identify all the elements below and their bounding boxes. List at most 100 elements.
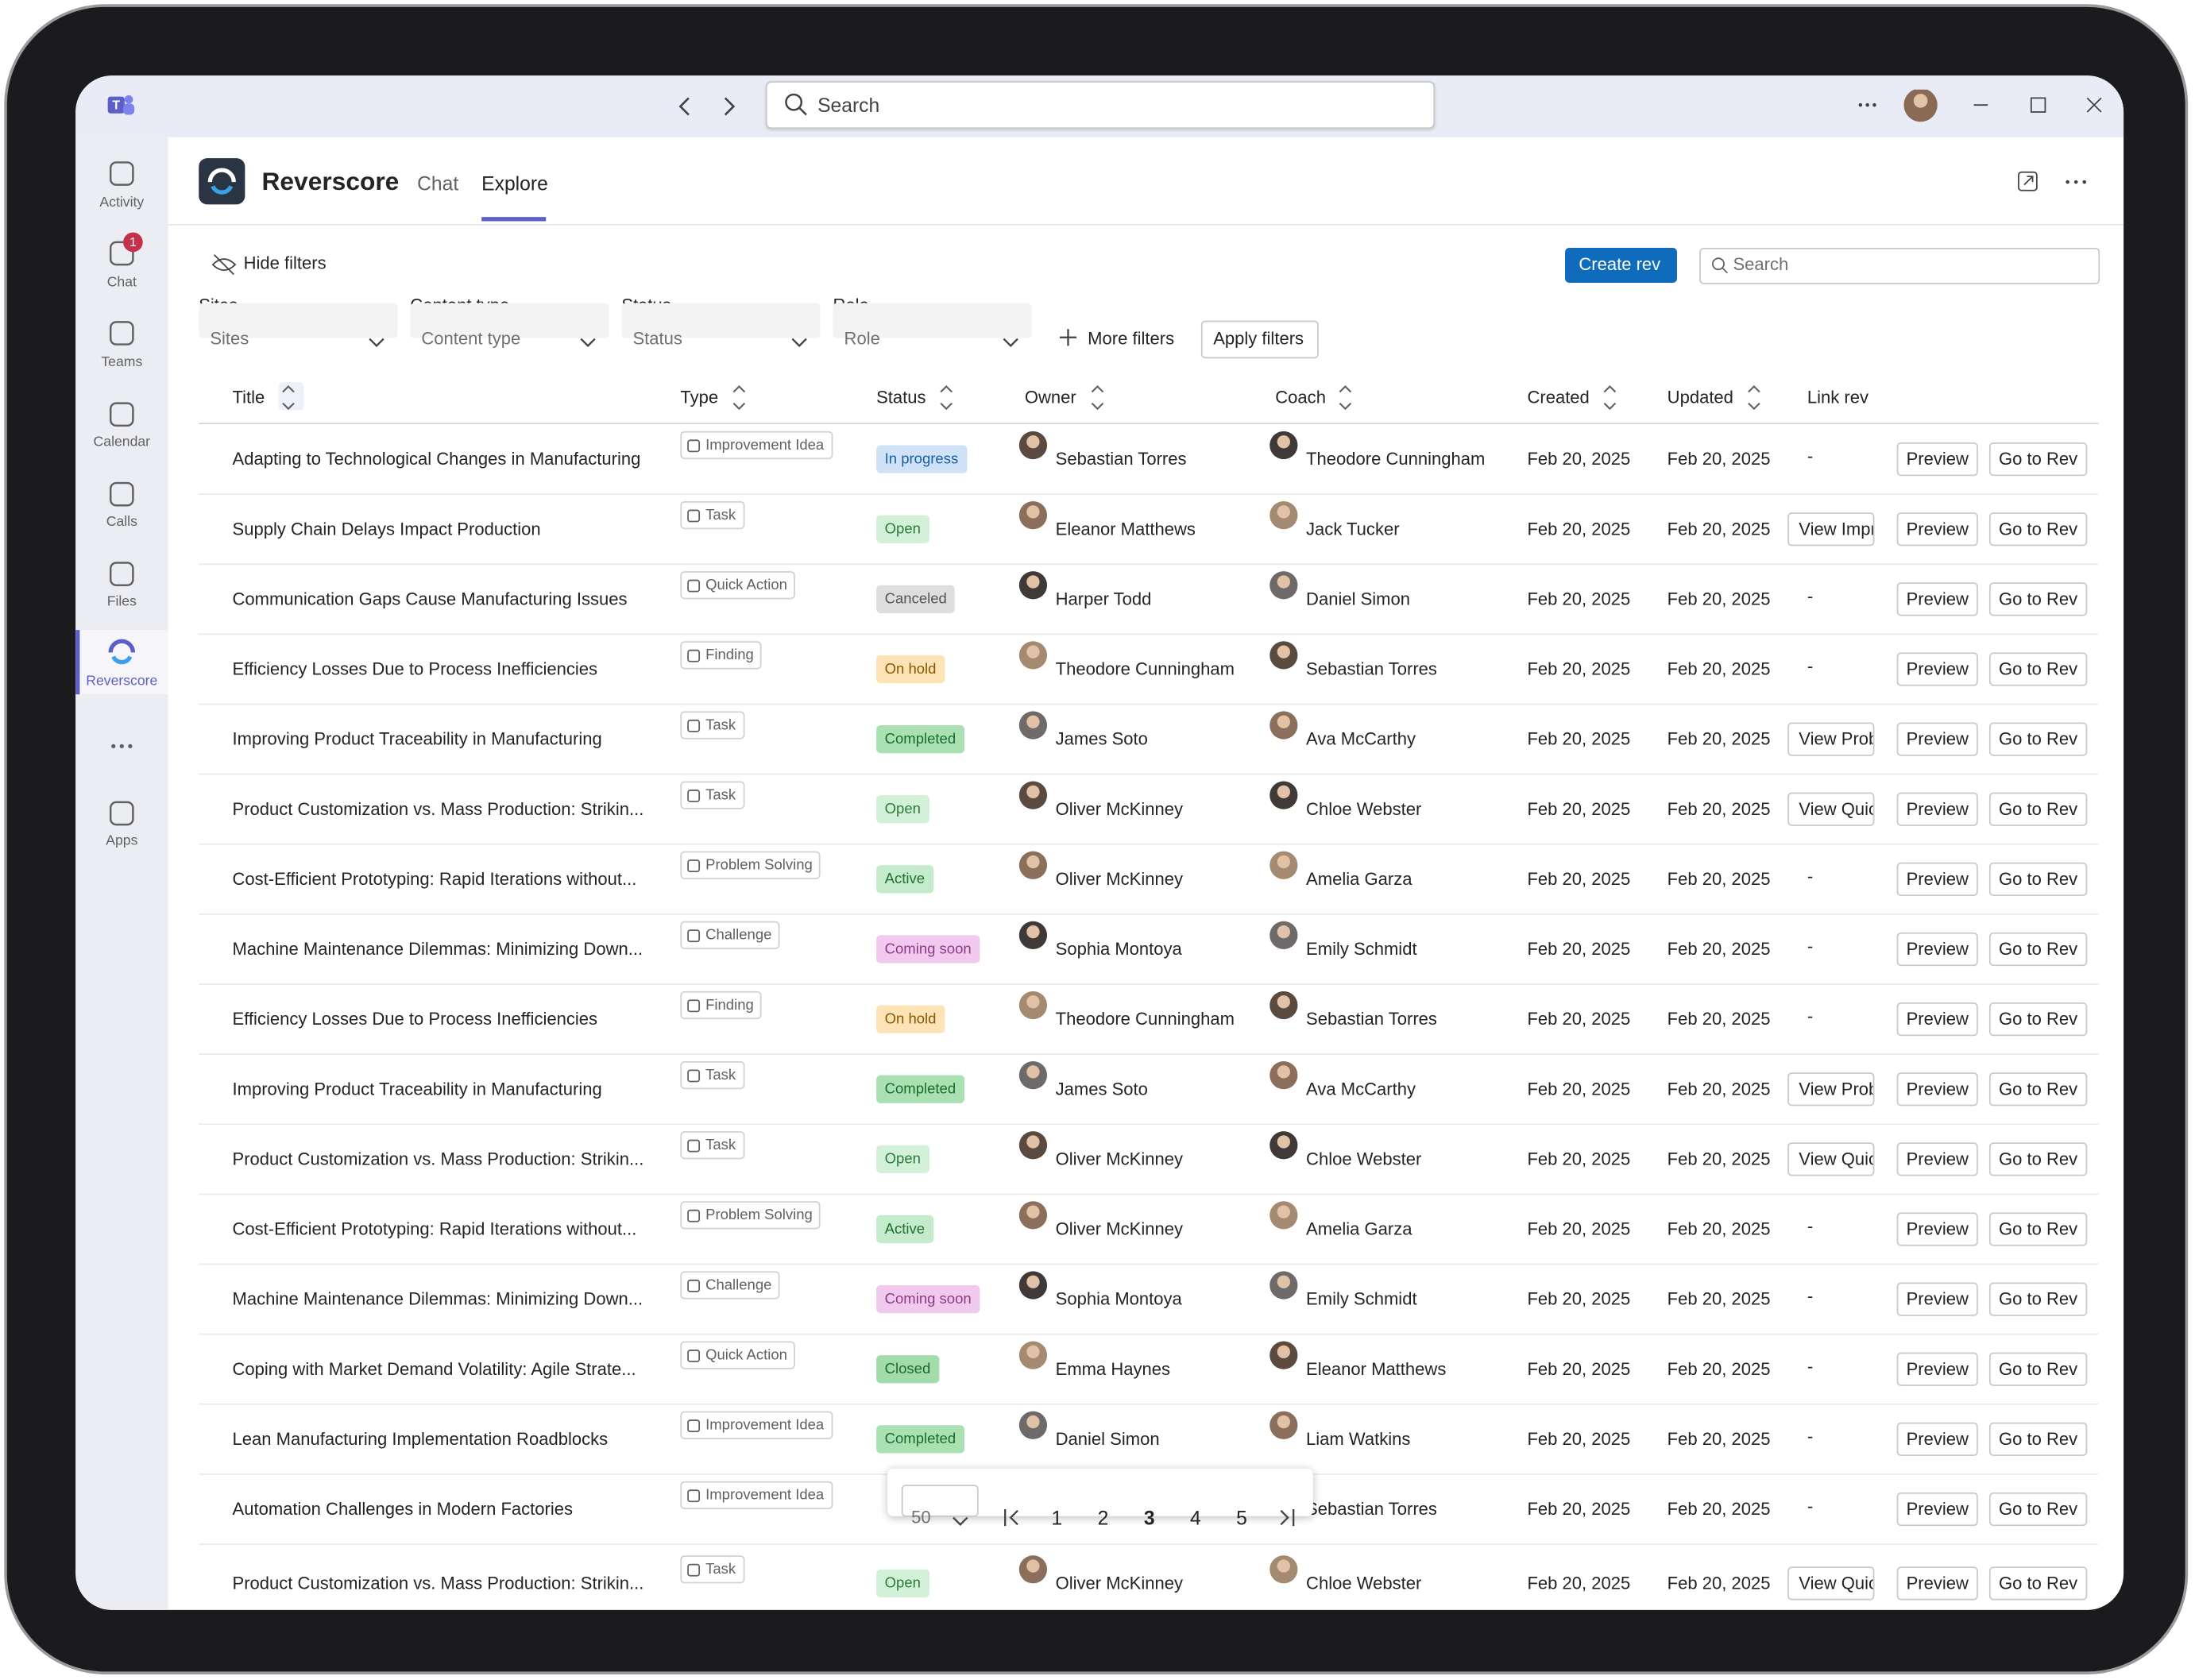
chevron [952, 1511, 968, 1536]
go-to-rev-button[interactable]: Go to Rev [1988, 1352, 2088, 1386]
app-header-icons[interactable] [2015, 168, 2099, 196]
type-tag: Finding [680, 641, 763, 670]
preview-button[interactable]: Preview [1896, 582, 1978, 616]
preview-button[interactable]: Preview [1896, 932, 1978, 967]
sidebar-label[interactable]: Reverscore [86, 674, 158, 690]
go-to-rev-button[interactable]: Go to Rev [1988, 1212, 2088, 1246]
sidebar-label[interactable]: Activity [99, 195, 145, 211]
preview-button[interactable]: Preview [1896, 1352, 1978, 1386]
global-search[interactable] [765, 81, 1436, 129]
window-controls[interactable] [1853, 89, 2105, 126]
preview-button[interactable]: Preview [1896, 1212, 1978, 1246]
preview-button[interactable]: Preview [1896, 1002, 1978, 1037]
status-badge: Completed [876, 1425, 964, 1454]
sidebar-label[interactable]: Calls [106, 514, 137, 531]
go-to-rev-button[interactable]: Go to Rev [1988, 932, 2088, 967]
cell-coach: Emily Schmidt [1306, 939, 1417, 960]
preview-button[interactable]: Preview [1896, 652, 1978, 686]
type-icon [687, 578, 701, 592]
create-rev-label[interactable]: Create rev [1579, 254, 1661, 275]
sidebar-label[interactable]: Teams [101, 354, 143, 371]
sidebar-label[interactable]: Apps [106, 833, 138, 849]
tab[interactable]: Explore [481, 172, 548, 195]
go-to-rev-button[interactable]: Go to Rev [1988, 1002, 2088, 1037]
column-header[interactable]: Created [1527, 388, 1590, 407]
column-header[interactable]: Title [232, 388, 265, 407]
column-header[interactable]: Status [876, 388, 926, 407]
preview-button[interactable]: Preview [1896, 1492, 1978, 1527]
link-rev-button[interactable]: View Impr [1787, 512, 1875, 546]
cell-updated: Feb 20, 2025 [1667, 449, 1771, 469]
more-filters[interactable]: More filters [1088, 329, 1175, 349]
sidebar-label[interactable]: Calendar [93, 434, 151, 450]
preview-button[interactable]: Preview [1896, 1422, 1978, 1456]
page-number[interactable]: 1 [1051, 1506, 1063, 1529]
go-to-rev-button[interactable]: Go to Rev [1988, 1422, 2088, 1456]
tab[interactable]: Chat [417, 172, 459, 195]
go-to-rev-button[interactable]: Go to Rev [1988, 1492, 2088, 1527]
go-to-rev-button[interactable]: Go to Rev [1988, 862, 2088, 896]
preview-button[interactable]: Preview [1896, 1566, 1978, 1601]
preview-button[interactable]: Preview [1896, 862, 1978, 896]
cell-title: Efficiency Losses Due to Process Ineffic… [232, 1009, 598, 1029]
sidebar-label[interactable]: Chat [106, 275, 137, 291]
page-number[interactable]: 3 [1143, 1506, 1155, 1529]
column-header[interactable]: Owner [1024, 388, 1076, 407]
table-search[interactable] [1699, 247, 2100, 284]
go-to-rev-button[interactable]: Go to Rev [1988, 1566, 2088, 1601]
filter-dropdown[interactable] [410, 303, 609, 338]
filter-dropdown[interactable] [621, 303, 821, 338]
go-to-rev-button[interactable]: Go to Rev [1988, 792, 2088, 826]
link-rev-button[interactable]: View Quic [1787, 1566, 1875, 1601]
preview-button[interactable]: Preview [1896, 442, 1978, 477]
go-to-rev-button[interactable]: Go to Rev [1988, 1142, 2088, 1176]
page-number[interactable]: 4 [1189, 1506, 1201, 1529]
preview-button[interactable]: Preview [1896, 512, 1978, 546]
go-to-rev-button[interactable]: Go to Rev [1988, 1282, 2088, 1316]
coach-avatar [1269, 571, 1298, 600]
go-to-rev-button[interactable]: Go to Rev [1988, 512, 2088, 546]
cell-owner: Sophia Montoya [1055, 939, 1182, 960]
filter-dropdown[interactable] [833, 303, 1032, 338]
go-to-rev-button[interactable]: Go to Rev [1988, 442, 2088, 477]
go-to-rev-button[interactable]: Go to Rev [1988, 652, 2088, 686]
nav-arrows[interactable] [674, 92, 744, 120]
column-header[interactable]: Updated [1667, 388, 1733, 407]
filter-dropdown[interactable] [199, 303, 398, 338]
sidebar-label[interactable]: Files [106, 594, 137, 610]
page-number[interactable]: 5 [1236, 1506, 1247, 1529]
owner-avatar [1018, 1131, 1048, 1160]
link-rev-button[interactable]: View Prob [1787, 722, 1875, 756]
type-text: Problem Solving [705, 856, 813, 874]
column-header[interactable]: Coach [1275, 388, 1326, 407]
cell-created: Feb 20, 2025 [1527, 1289, 1631, 1309]
search-placeholder: Search [1733, 254, 1789, 275]
link-rev-button[interactable]: View Quic [1787, 1142, 1875, 1176]
create-rev-button[interactable] [1565, 247, 1677, 284]
cell-created: Feb 20, 2025 [1527, 799, 1631, 820]
cell-coach: Sebastian Torres [1306, 1499, 1437, 1520]
go-to-rev-button[interactable]: Go to Rev [1988, 582, 2088, 616]
preview-button[interactable]: Preview [1896, 1282, 1978, 1316]
hide-filters[interactable]: Hide filters [243, 253, 327, 273]
go-to-rev-button[interactable]: Go to Rev [1988, 722, 2088, 756]
preview-button[interactable]: Preview [1896, 792, 1978, 826]
preview-button[interactable]: Preview [1896, 1072, 1978, 1106]
apply-filters-label[interactable]: Apply filters [1213, 329, 1304, 349]
preview-button[interactable]: Preview [1896, 1142, 1978, 1176]
type-text: Challenge [705, 926, 772, 944]
page-size-select[interactable] [901, 1485, 979, 1517]
go-to-rev-button[interactable]: Go to Rev [1988, 1072, 2088, 1106]
cell-updated: Feb 20, 2025 [1667, 589, 1771, 609]
cell-link: - [1807, 1006, 1814, 1026]
page-number[interactable]: 2 [1097, 1506, 1109, 1529]
type-text: Task [705, 507, 736, 524]
column-header[interactable]: Type [680, 388, 719, 407]
link-rev-button[interactable]: View Prob [1787, 1072, 1875, 1106]
preview-button[interactable]: Preview [1896, 722, 1978, 756]
cell-title: Product Customization vs. Mass Productio… [232, 1149, 644, 1169]
apply-filters-button[interactable] [1200, 320, 1319, 359]
cell-owner: Harper Todd [1055, 589, 1152, 609]
cell-title: Product Customization vs. Mass Productio… [232, 799, 644, 820]
link-rev-button[interactable]: View Quic [1787, 792, 1875, 826]
